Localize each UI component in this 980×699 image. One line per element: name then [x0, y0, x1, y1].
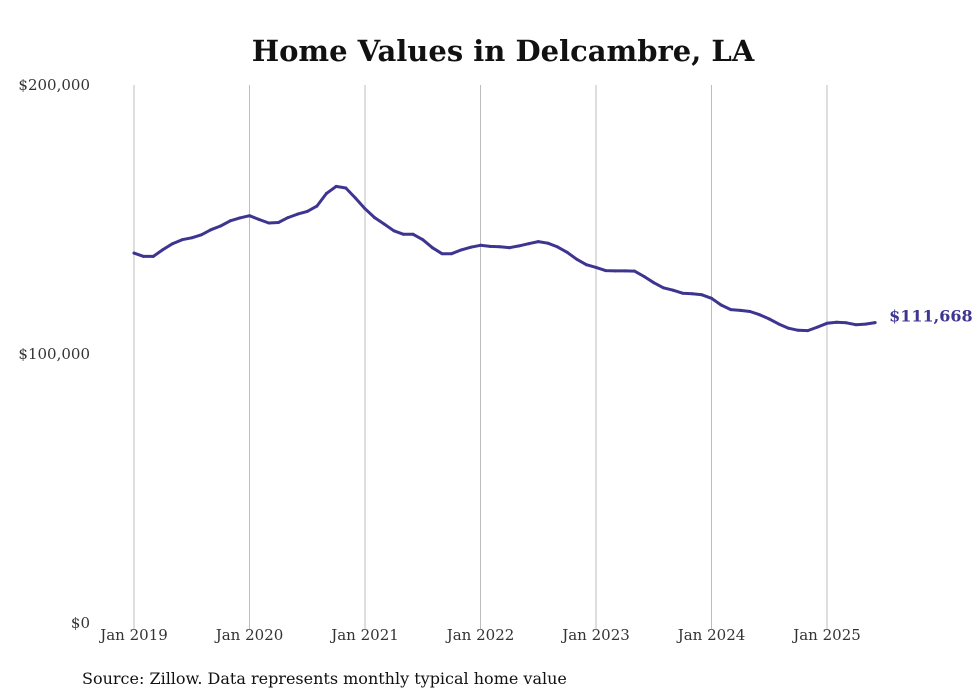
x-tick-label: Jan 2024	[676, 626, 746, 644]
data-point	[825, 321, 829, 325]
data-point	[469, 245, 473, 249]
data-point	[671, 288, 675, 292]
data-point	[353, 196, 357, 200]
data-point	[248, 214, 251, 218]
data-point	[873, 321, 877, 325]
data-point	[536, 240, 540, 244]
data-point	[642, 275, 646, 278]
data-point	[796, 328, 800, 332]
data-point	[700, 293, 704, 297]
data-point	[238, 216, 242, 220]
data-point	[479, 243, 482, 247]
data-point	[777, 322, 781, 326]
data-point	[681, 291, 685, 295]
data-point	[661, 286, 665, 290]
x-tick-label: Jan 2021	[329, 626, 399, 644]
data-point	[488, 244, 492, 248]
data-point	[546, 241, 550, 245]
source-note: Source: Zillow. Data represents monthly …	[82, 669, 567, 688]
data-point	[373, 216, 377, 220]
y-axis-ticks: $0 $100,000 $200,000	[18, 76, 90, 632]
data-point	[604, 269, 608, 273]
data-point	[450, 252, 454, 256]
data-point	[690, 292, 694, 296]
data-point	[190, 236, 194, 240]
data-point	[613, 269, 617, 273]
data-point	[594, 265, 598, 269]
data-point	[142, 254, 146, 258]
data-point	[344, 186, 348, 190]
gridlines	[133, 85, 828, 629]
data-point	[171, 242, 174, 246]
data-point	[844, 321, 848, 325]
data-point	[719, 303, 723, 307]
data-point	[180, 238, 184, 242]
data-point	[267, 221, 271, 225]
data-point	[382, 222, 386, 226]
data-point	[430, 246, 434, 250]
data-point	[623, 269, 627, 273]
data-point	[767, 317, 771, 321]
data-point	[257, 218, 261, 221]
data-point	[758, 313, 762, 317]
data-point	[421, 238, 425, 242]
data-point	[748, 310, 752, 313]
data-point	[151, 254, 155, 258]
data-point	[527, 242, 531, 246]
data-point	[710, 296, 713, 300]
data-point	[459, 248, 463, 252]
data-point	[633, 269, 636, 273]
data-point	[199, 233, 203, 237]
data-point	[411, 232, 415, 236]
x-tick-label: Jan 2020	[214, 626, 284, 644]
data-point	[315, 204, 319, 208]
data-point	[440, 252, 444, 256]
data-point	[806, 329, 810, 333]
data-point	[729, 308, 733, 312]
data-point	[276, 221, 280, 224]
data-point	[565, 250, 569, 254]
chart-title: Home Values in Delcambre, LA	[252, 34, 755, 68]
data-point	[575, 257, 579, 261]
y-tick-label: $100,000	[18, 345, 90, 363]
x-tick-label: Jan 2025	[791, 626, 861, 644]
end-value-label: $111,668	[889, 307, 973, 326]
data-point	[652, 281, 656, 285]
data-point	[219, 224, 223, 228]
x-tick-label: Jan 2023	[560, 626, 630, 644]
data-point	[517, 244, 521, 248]
data-point	[325, 191, 328, 195]
x-tick-label: Jan 2019	[98, 626, 168, 644]
data-point	[286, 216, 290, 220]
data-point	[507, 246, 511, 250]
data-point	[132, 251, 136, 255]
data-point	[498, 245, 502, 249]
series-layer	[132, 184, 877, 333]
x-tick-label: Jan 2022	[445, 626, 515, 644]
data-point	[402, 232, 405, 236]
data-point	[392, 229, 396, 233]
y-tick-label: $0	[71, 614, 90, 632]
data-point	[815, 325, 819, 329]
series-line	[132, 184, 877, 333]
data-point	[296, 212, 300, 216]
data-point	[334, 184, 338, 188]
y-tick-label: $200,000	[18, 76, 90, 94]
data-point	[835, 320, 839, 324]
data-point	[161, 248, 165, 252]
data-point	[305, 209, 309, 213]
data-point	[864, 322, 867, 326]
data-point	[209, 228, 213, 232]
data-point	[738, 308, 742, 312]
data-point	[556, 245, 559, 249]
data-point	[363, 207, 367, 211]
data-point	[854, 323, 858, 327]
data-point	[787, 326, 790, 330]
data-point	[584, 263, 588, 267]
x-axis-ticks: Jan 2019 Jan 2020 Jan 2021 Jan 2022 Jan 2023…	[98, 626, 861, 644]
data-point	[228, 219, 232, 223]
